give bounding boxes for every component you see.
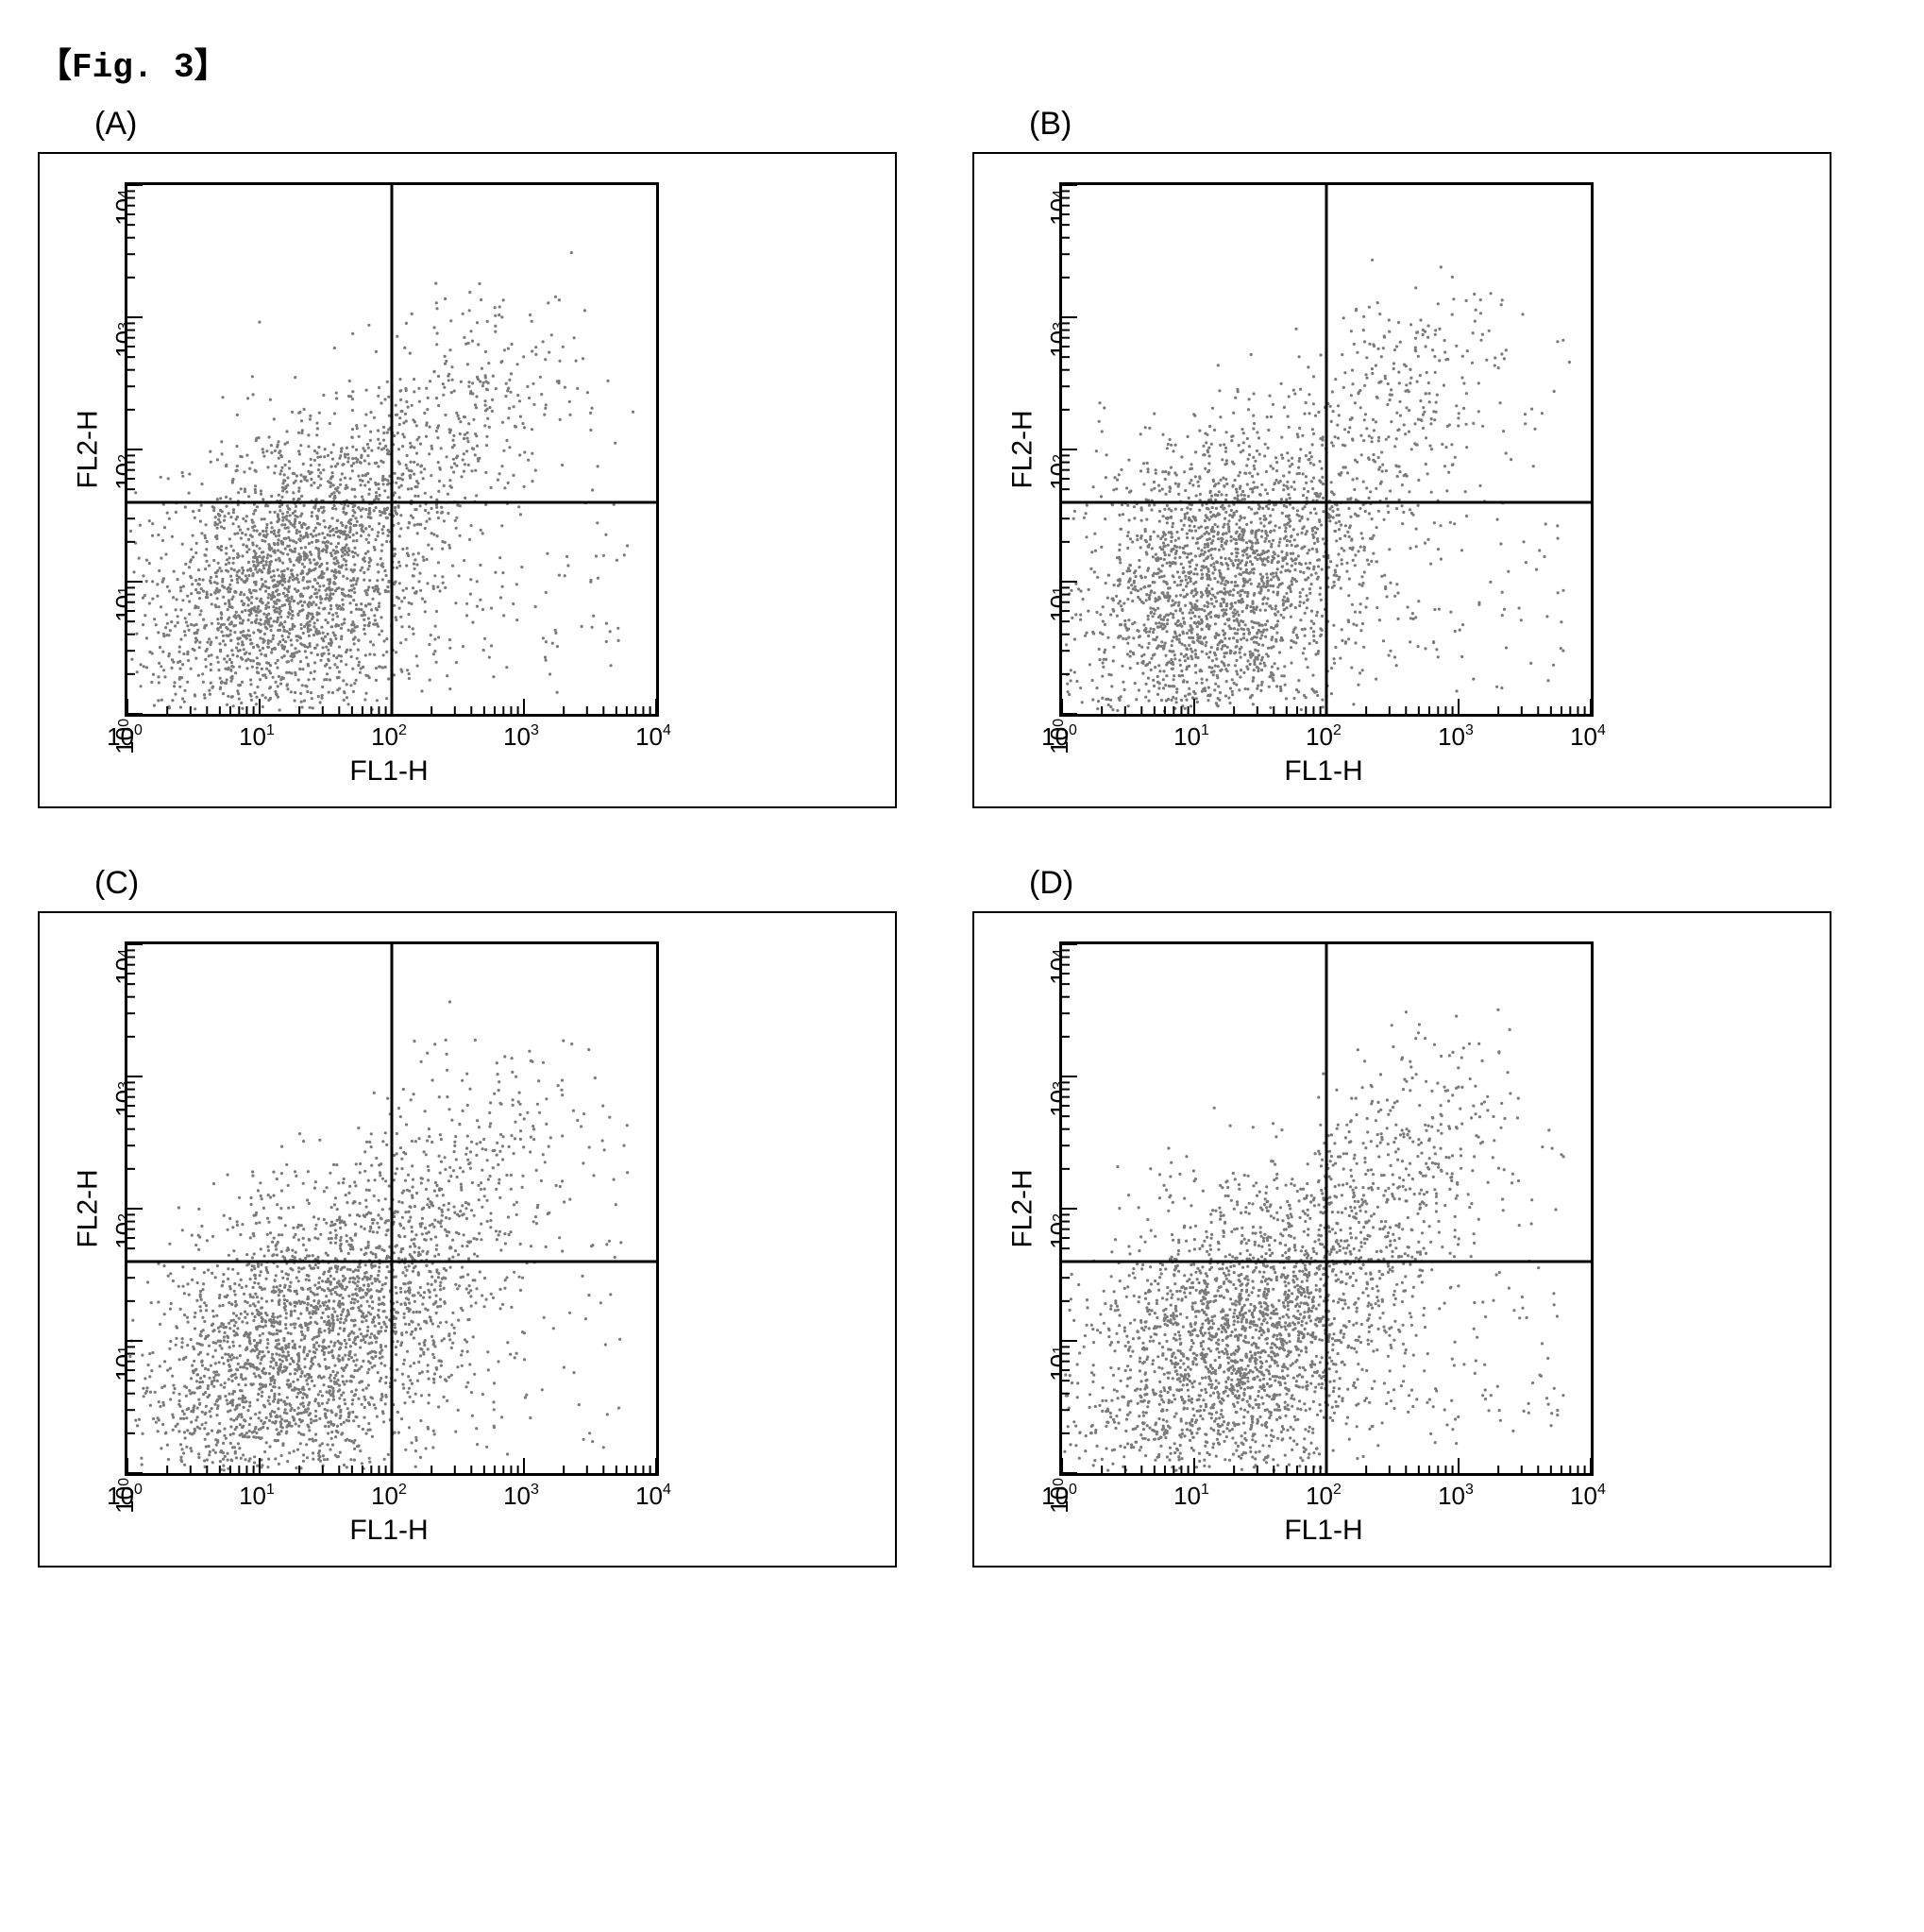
panel-box-B: FL2-H100101102103104100101102103104FL1-H	[972, 152, 1831, 808]
scatter-plot-A	[125, 182, 659, 717]
y-axis-label: FL2-H	[73, 1169, 105, 1247]
panel-box-C: FL2-H100101102103104100101102103104FL1-H	[38, 911, 897, 1568]
x-axis-label: FL1-H	[1059, 1515, 1588, 1547]
panels-grid: (A) FL2-H100101102103104100101102103104FL…	[38, 106, 1831, 1568]
panel-label-A: (A)	[94, 106, 897, 143]
panel-C: (C) FL2-H100101102103104100101102103104FL…	[38, 865, 897, 1568]
scatter-points	[1065, 259, 1571, 713]
panel-D: (D) FL2-H100101102103104100101102103104FL…	[972, 865, 1831, 1568]
panel-label-D: (D)	[1029, 865, 1831, 902]
x-axis-label: FL1-H	[125, 1515, 653, 1547]
panel-box-A: FL2-H100101102103104100101102103104FL1-H	[38, 152, 897, 808]
scatter-points	[129, 251, 634, 712]
y-axis-label: FL2-H	[1007, 1169, 1039, 1247]
scatter-points	[128, 1000, 629, 1471]
x-axis-label: FL1-H	[1059, 755, 1588, 788]
panel-A: (A) FL2-H100101102103104100101102103104FL…	[38, 106, 897, 808]
y-axis-label: FL2-H	[73, 410, 105, 488]
panel-label-B: (B)	[1029, 106, 1831, 143]
panel-label-C: (C)	[94, 865, 897, 902]
scatter-plot-B	[1059, 182, 1594, 717]
panel-B: (B) FL2-H100101102103104100101102103104FL…	[972, 106, 1831, 808]
scatter-plot-D	[1059, 941, 1594, 1476]
scatter-plot-C	[125, 941, 659, 1476]
x-axis-label: FL1-H	[125, 755, 653, 788]
scatter-points	[1063, 1008, 1564, 1472]
figure-title: 【Fig. 3】	[38, 38, 1886, 87]
y-axis-label: FL2-H	[1007, 410, 1039, 488]
panel-box-D: FL2-H100101102103104100101102103104FL1-H	[972, 911, 1831, 1568]
